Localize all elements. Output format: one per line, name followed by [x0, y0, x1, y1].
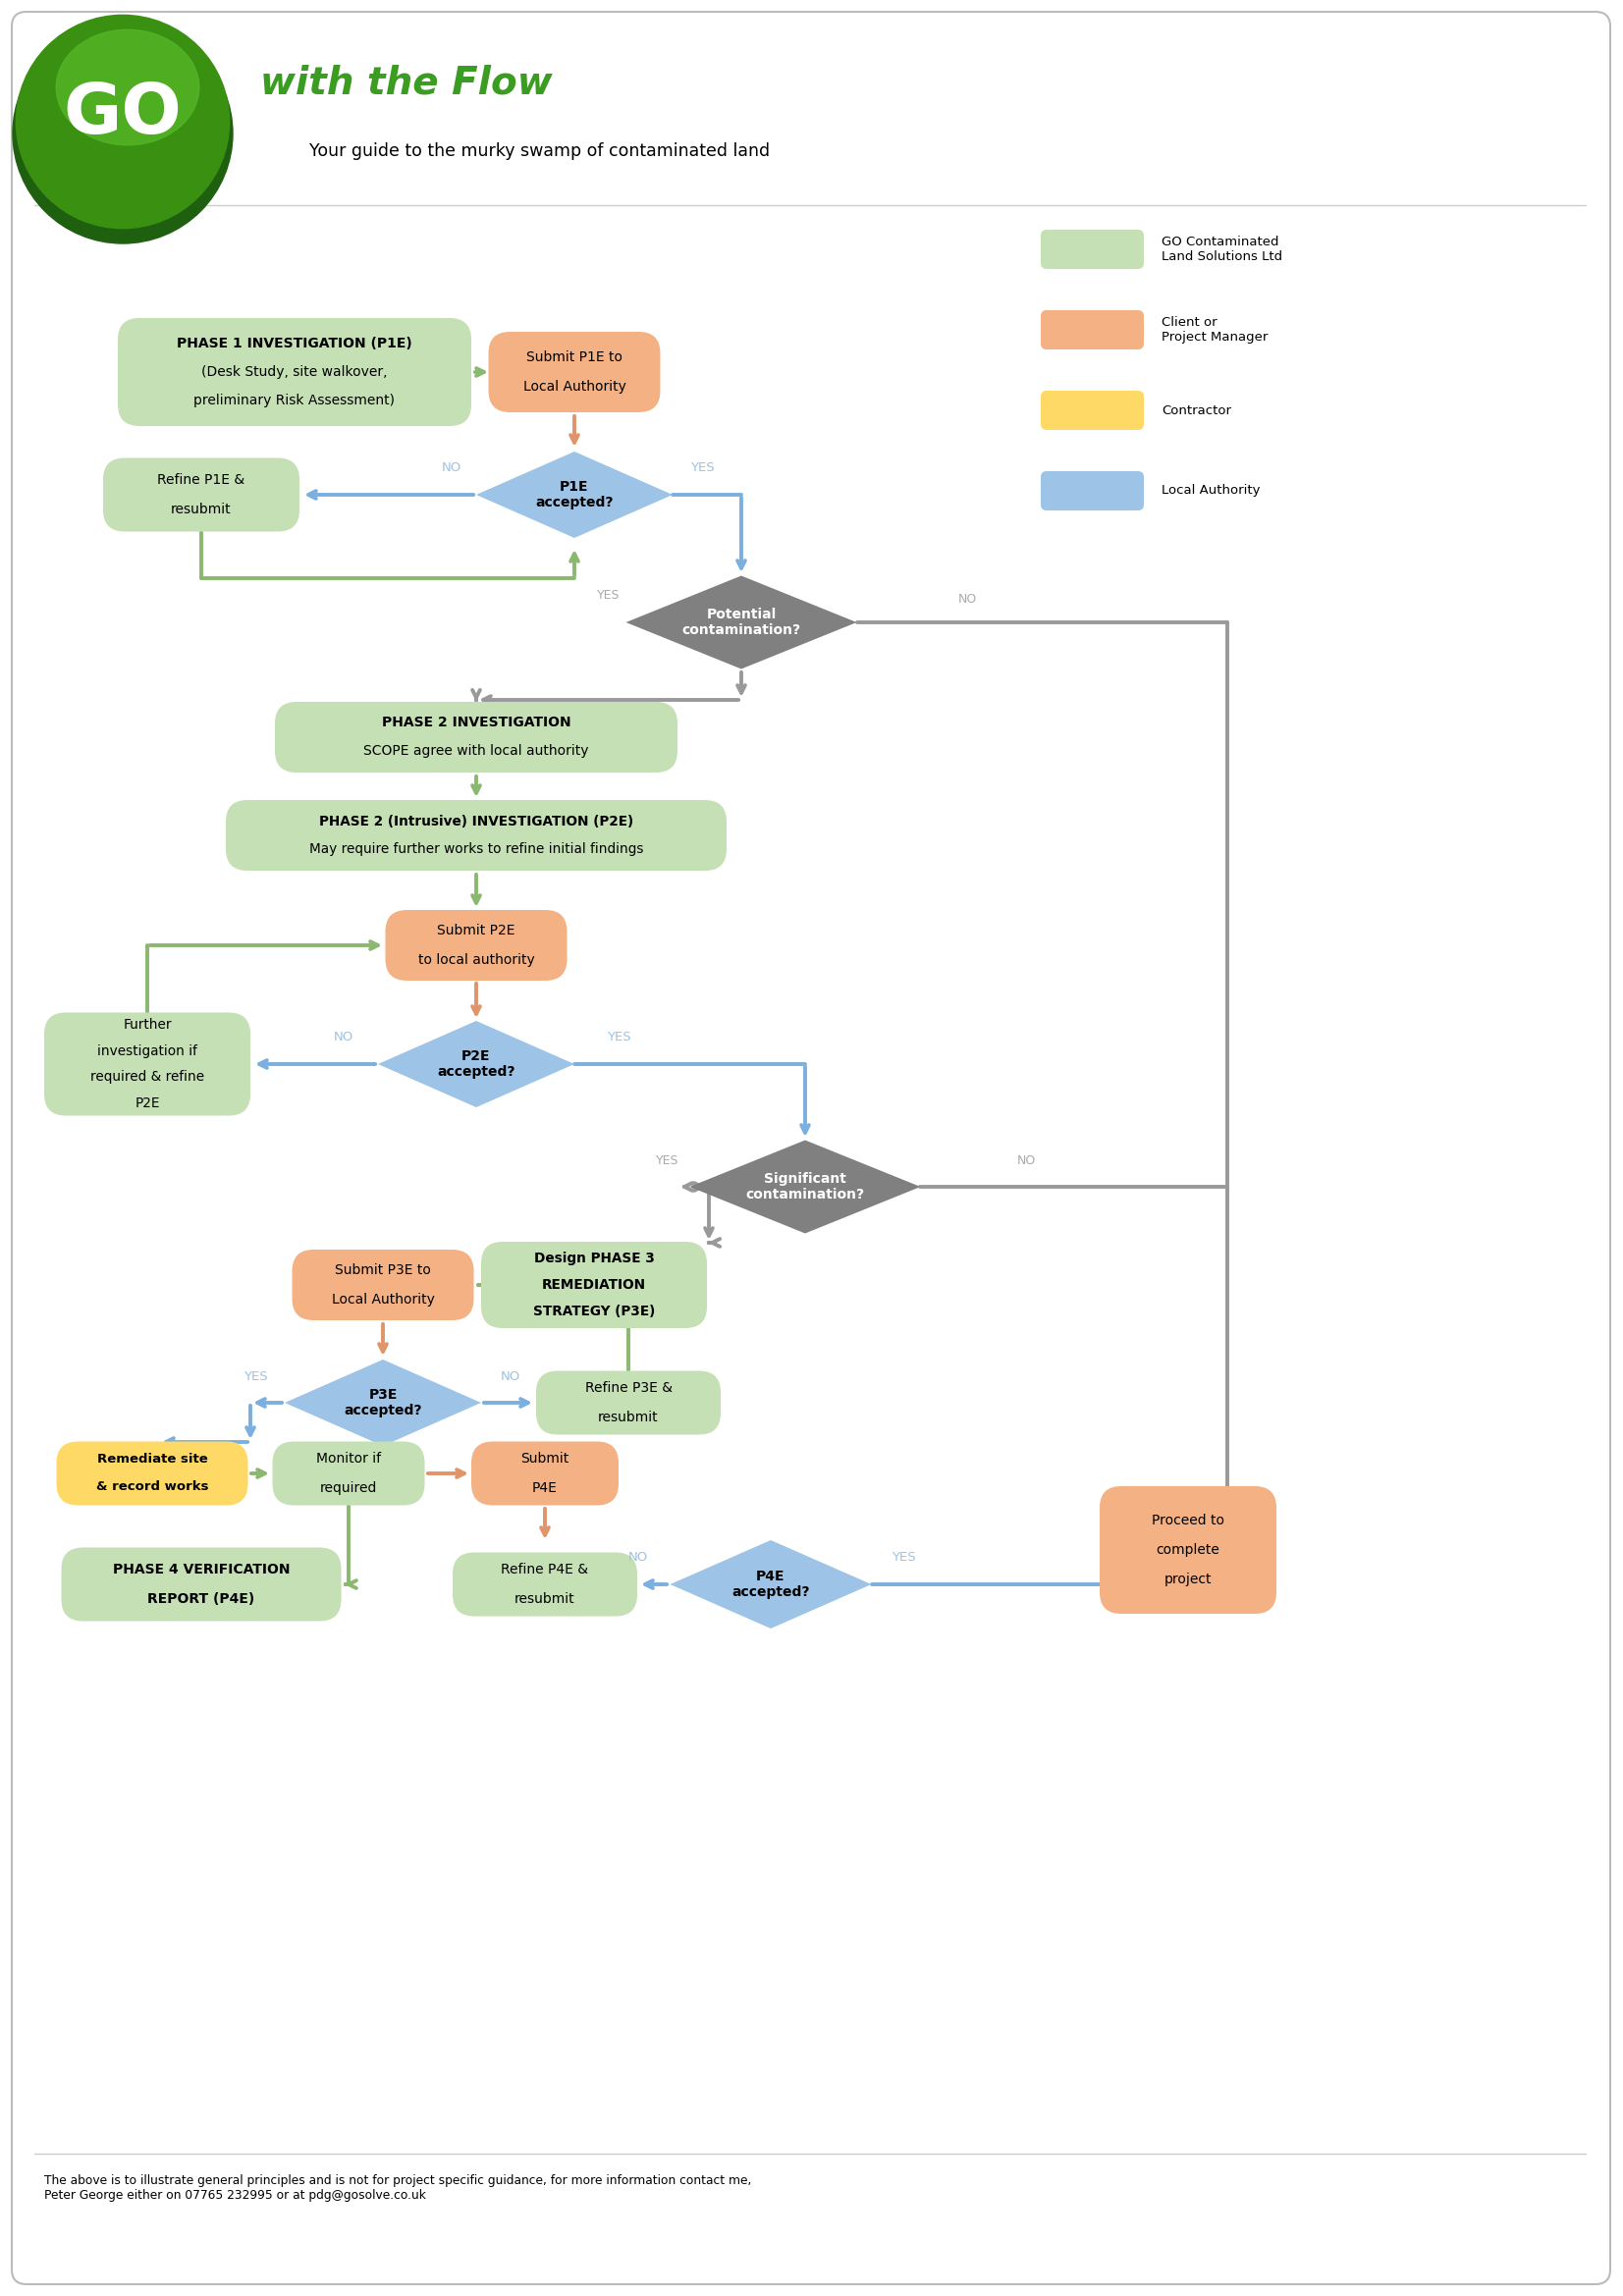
FancyBboxPatch shape	[62, 1548, 341, 1621]
Text: resubmit: resubmit	[170, 503, 232, 517]
Text: YES: YES	[597, 590, 620, 602]
Text: to local authority: to local authority	[417, 953, 534, 967]
Text: PHASE 1 INVESTIGATION (P1E): PHASE 1 INVESTIGATION (P1E)	[177, 338, 412, 351]
Text: (Desk Study, site walkover,: (Desk Study, site walkover,	[201, 365, 388, 379]
FancyBboxPatch shape	[480, 1242, 708, 1327]
Text: GO: GO	[63, 80, 182, 147]
Text: P2E
accepted?: P2E accepted?	[437, 1049, 514, 1079]
Polygon shape	[284, 1359, 480, 1446]
Ellipse shape	[57, 30, 200, 145]
FancyBboxPatch shape	[274, 703, 677, 771]
Text: P4E: P4E	[532, 1481, 558, 1495]
Text: YES: YES	[607, 1031, 631, 1045]
Text: Submit P2E: Submit P2E	[437, 923, 514, 937]
Text: Submit P1E to: Submit P1E to	[526, 351, 623, 365]
Text: YES: YES	[690, 461, 714, 475]
Text: Contractor: Contractor	[1162, 404, 1232, 416]
Text: Your guide to the murky swamp of contaminated land: Your guide to the murky swamp of contami…	[310, 142, 771, 161]
FancyBboxPatch shape	[44, 1013, 250, 1116]
Polygon shape	[476, 452, 672, 537]
FancyBboxPatch shape	[118, 319, 471, 427]
FancyBboxPatch shape	[1040, 310, 1144, 349]
Text: Local Authority: Local Authority	[1162, 484, 1259, 498]
Text: project: project	[1164, 1573, 1212, 1587]
Text: NO: NO	[441, 461, 461, 475]
Text: Submit: Submit	[521, 1451, 570, 1465]
Text: Refine P3E &: Refine P3E &	[584, 1382, 672, 1396]
Text: Further: Further	[123, 1017, 172, 1031]
Circle shape	[13, 23, 232, 243]
Text: Significant
contamination?: Significant contamination?	[745, 1171, 865, 1201]
Text: Monitor if: Monitor if	[316, 1451, 381, 1465]
FancyBboxPatch shape	[489, 333, 661, 413]
Text: Design PHASE 3: Design PHASE 3	[534, 1251, 654, 1265]
Text: Local Authority: Local Authority	[331, 1293, 435, 1306]
Polygon shape	[670, 1541, 872, 1628]
Text: & record works: & record works	[96, 1481, 208, 1492]
FancyBboxPatch shape	[57, 1442, 248, 1506]
Text: SCOPE agree with local authority: SCOPE agree with local authority	[364, 744, 589, 758]
FancyBboxPatch shape	[536, 1371, 721, 1435]
Text: YES: YES	[891, 1552, 915, 1564]
Text: The above is to illustrate general principles and is not for project specific gu: The above is to illustrate general princ…	[44, 2174, 751, 2202]
Text: PHASE 4 VERIFICATION: PHASE 4 VERIFICATION	[112, 1564, 291, 1577]
Text: PHASE 2 INVESTIGATION: PHASE 2 INVESTIGATION	[381, 716, 571, 730]
Polygon shape	[626, 576, 857, 668]
Text: Potential
contamination?: Potential contamination?	[682, 608, 800, 638]
Text: P1E
accepted?: P1E accepted?	[536, 480, 613, 510]
FancyBboxPatch shape	[292, 1249, 474, 1320]
FancyBboxPatch shape	[453, 1552, 638, 1616]
Text: resubmit: resubmit	[599, 1410, 659, 1424]
Text: with the Flow: with the Flow	[260, 64, 552, 101]
Text: Remediate site: Remediate site	[97, 1453, 208, 1467]
FancyBboxPatch shape	[1100, 1486, 1276, 1614]
Circle shape	[16, 16, 229, 227]
FancyBboxPatch shape	[471, 1442, 618, 1506]
Text: investigation if: investigation if	[97, 1045, 198, 1058]
Text: P2E: P2E	[135, 1097, 159, 1111]
Text: required: required	[320, 1481, 377, 1495]
Text: YES: YES	[656, 1155, 678, 1166]
FancyBboxPatch shape	[1040, 230, 1144, 269]
Text: REPORT (P4E): REPORT (P4E)	[148, 1591, 255, 1605]
FancyBboxPatch shape	[104, 457, 300, 533]
Text: NO: NO	[1016, 1155, 1035, 1166]
Text: STRATEGY (P3E): STRATEGY (P3E)	[532, 1304, 656, 1318]
Text: Client or
Project Manager: Client or Project Manager	[1162, 317, 1268, 344]
Text: resubmit: resubmit	[514, 1591, 575, 1605]
Text: Local Authority: Local Authority	[523, 379, 626, 393]
FancyBboxPatch shape	[273, 1442, 425, 1506]
Text: P4E
accepted?: P4E accepted?	[732, 1570, 810, 1598]
FancyBboxPatch shape	[385, 909, 566, 980]
Polygon shape	[690, 1141, 920, 1233]
Text: May require further works to refine initial findings: May require further works to refine init…	[308, 843, 643, 856]
Text: Refine P4E &: Refine P4E &	[502, 1564, 589, 1577]
Text: complete: complete	[1156, 1543, 1220, 1557]
Text: NO: NO	[500, 1371, 521, 1382]
Text: preliminary Risk Assessment): preliminary Risk Assessment)	[193, 393, 394, 406]
Text: NO: NO	[958, 592, 977, 606]
Text: YES: YES	[243, 1371, 268, 1382]
FancyBboxPatch shape	[1040, 471, 1144, 510]
Text: Refine P1E &: Refine P1E &	[157, 473, 245, 487]
Polygon shape	[378, 1022, 575, 1107]
Text: NO: NO	[628, 1552, 648, 1564]
Text: required & refine: required & refine	[91, 1070, 204, 1084]
Text: PHASE 2 (Intrusive) INVESTIGATION (P2E): PHASE 2 (Intrusive) INVESTIGATION (P2E)	[320, 815, 633, 829]
Text: NO: NO	[334, 1031, 354, 1045]
Text: Submit P3E to: Submit P3E to	[334, 1263, 432, 1277]
FancyBboxPatch shape	[226, 799, 727, 870]
Text: GO Contaminated
Land Solutions Ltd: GO Contaminated Land Solutions Ltd	[1162, 236, 1282, 264]
Text: P3E
accepted?: P3E accepted?	[344, 1387, 422, 1417]
Text: Proceed to: Proceed to	[1152, 1513, 1224, 1527]
FancyBboxPatch shape	[1040, 390, 1144, 429]
Text: REMEDIATION: REMEDIATION	[542, 1279, 646, 1293]
